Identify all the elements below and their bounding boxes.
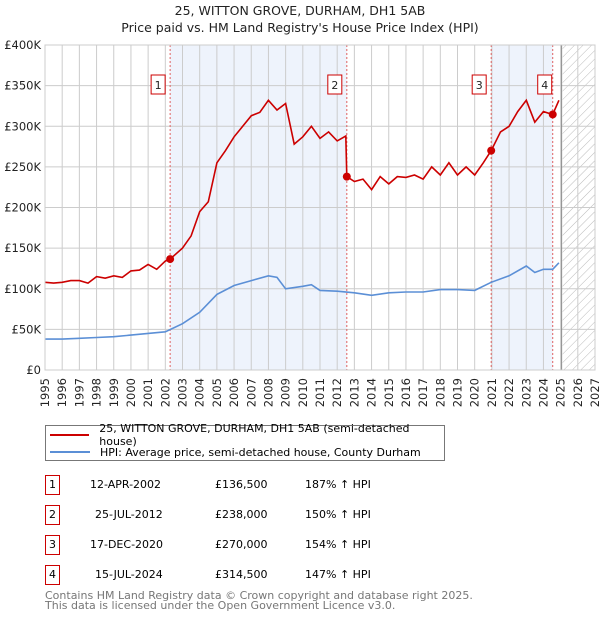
x-tick-label: 2000 <box>124 378 138 407</box>
x-tick-label: 2016 <box>399 378 413 407</box>
sale-badge <box>537 74 553 95</box>
sale-price: £314,500 <box>215 568 268 581</box>
x-tick-label: 1997 <box>72 378 86 407</box>
sale-badge-label: 1 <box>155 79 162 92</box>
x-tick-label: 2022 <box>502 378 516 407</box>
y-tick-label: £300K <box>4 119 41 133</box>
footer-line: Contains HM Land Registry data © Crown c… <box>45 589 473 602</box>
y-tick-label: £400K <box>4 38 41 52</box>
x-tick-label: 1995 <box>38 378 52 407</box>
x-tick-label: 2004 <box>193 378 207 407</box>
x-tick-label: 2024 <box>536 378 550 407</box>
plot-border <box>44 44 596 371</box>
y-tick-label: £350K <box>4 79 41 93</box>
sale-date: 17-DEC-2020 <box>90 538 164 551</box>
x-tick-label: 2013 <box>347 378 361 407</box>
sale-price: £136,500 <box>215 478 268 491</box>
sale-price: £238,000 <box>215 508 268 521</box>
x-tick-label: 1999 <box>107 378 121 407</box>
sale-marker-badge: 4 <box>45 565 60 585</box>
x-tick-label: 2010 <box>296 378 310 407</box>
chart-title: 25, WITTON GROVE, DURHAM, DH1 5AB <box>174 3 426 18</box>
sale-hpi-change: 150% ↑ HPI <box>305 508 371 521</box>
price-chart: 1995 1996 1997 1998 1999 2000 2001 2002 2003 2004… <box>4 38 600 407</box>
sale-marker-badge: 3 <box>45 535 60 555</box>
legend: 25, WITTON GROVE, DURHAM, DH1 5AB (semi-… <box>45 422 445 461</box>
series-line <box>45 262 560 340</box>
y-tick-label: £250K <box>4 160 41 174</box>
legend-label: HPI: Average price, semi-detached house,… <box>100 445 421 459</box>
x-tick-label: 2025 <box>554 378 568 407</box>
x-tick-label: 2014 <box>365 378 379 407</box>
legend-label: 25, WITTON GROVE, DURHAM, DH1 5AB (semi-… <box>99 422 410 448</box>
sale-point <box>166 255 175 264</box>
x-tick-label: 2015 <box>382 378 396 407</box>
sale-badge <box>471 74 487 95</box>
x-tick-label: 2026 <box>571 378 585 407</box>
table-row: 3 17-DEC-2020 £270,000 154% ↑ HPI <box>45 535 445 555</box>
x-tick-label: 2019 <box>451 378 465 407</box>
y-tick-label: £150K <box>4 241 41 255</box>
x-tick-label: 2021 <box>485 378 499 407</box>
legend-swatch-blue <box>50 451 90 453</box>
x-tick-label: 2001 <box>141 378 155 407</box>
x-tick-label: 2012 <box>330 378 344 407</box>
x-tick-label: 2023 <box>519 378 533 407</box>
table-row: 2 25-JUL-2012 £238,000 150% ↑ HPI <box>45 505 445 525</box>
x-tick-label: 2008 <box>261 378 275 407</box>
chart-subtitle: Price paid vs. HM Land Registry's House … <box>121 20 479 35</box>
x-tick-label: 2020 <box>468 378 482 407</box>
legend-item-property: 25, WITTON GROVE, DURHAM, DH1 5AB (semi-… <box>46 422 444 448</box>
x-tick-label: 2005 <box>210 378 224 407</box>
sale-marker-badge: 1 <box>45 475 60 495</box>
sale-hpi-change: 154% ↑ HPI <box>305 538 371 551</box>
x-tick-label: 1998 <box>90 378 104 407</box>
table-row: 4 15-JUL-2024 £314,500 147% ↑ HPI <box>45 565 445 585</box>
sale-price: £270,000 <box>215 538 268 551</box>
sale-hpi-change: 187% ↑ HPI <box>305 478 371 491</box>
x-tick-label: 2017 <box>416 378 430 407</box>
sale-point <box>487 146 496 155</box>
legend-swatch-red <box>50 434 90 436</box>
sale-hpi-change: 147% ↑ HPI <box>305 568 371 581</box>
footer: Contains HM Land Registry data © Crown c… <box>45 589 473 612</box>
y-tick-label: £0 <box>26 363 41 377</box>
sale-date: 25-JUL-2012 <box>95 508 163 521</box>
sale-marker-badge: 2 <box>45 505 60 525</box>
x-tick-label: 2009 <box>279 378 293 407</box>
sale-badge <box>150 74 166 95</box>
x-tick-label: 2007 <box>244 378 258 407</box>
x-tick-label: 2027 <box>588 378 600 407</box>
sale-point <box>548 110 557 119</box>
x-tick-label: 1996 <box>55 378 69 407</box>
y-tick-label: £50K <box>12 322 42 336</box>
sale-date: 15-JUL-2024 <box>95 568 163 581</box>
x-tick-label: 2011 <box>313 378 327 407</box>
sale-badge-label: 3 <box>476 79 483 92</box>
series-line <box>44 98 560 284</box>
x-tick-label: 2002 <box>158 378 172 407</box>
sale-badge <box>327 74 343 95</box>
x-tick-label: 2018 <box>433 378 447 407</box>
sale-date: 12-APR-2002 <box>90 478 162 491</box>
x-tick-label: 2006 <box>227 378 241 407</box>
legend-item-hpi: HPI: Average price, semi-detached house,… <box>46 444 421 460</box>
y-tick-label: £100K <box>4 282 41 296</box>
footer-line: This data is licensed under the Open Gov… <box>45 599 396 612</box>
sale-badge-label: 2 <box>331 79 338 92</box>
y-tick-label: £200K <box>4 201 41 215</box>
x-tick-label: 2003 <box>176 378 190 407</box>
table-row: 1 12-APR-2002 £136,500 187% ↑ HPI <box>45 475 445 495</box>
sale-badge-label: 4 <box>541 79 548 92</box>
sale-point <box>342 172 351 181</box>
